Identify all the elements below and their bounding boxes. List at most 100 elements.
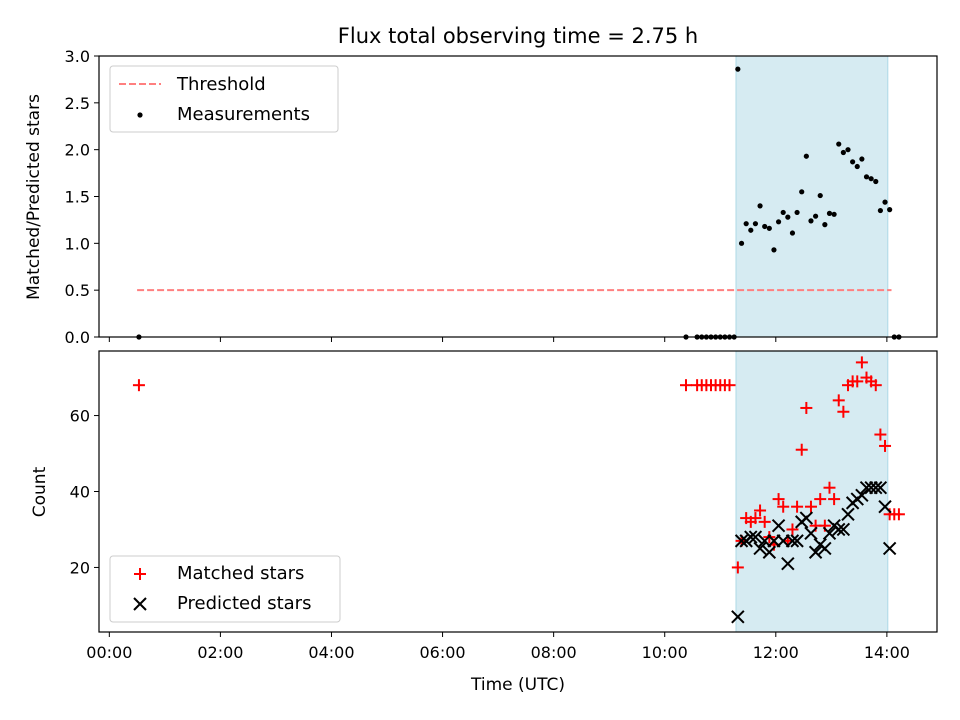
x-axis-label: Time (UTC) [470, 675, 565, 695]
measurement-point [738, 240, 745, 246]
measurement-point [812, 213, 819, 219]
predicted-star-stroke [808, 545, 823, 559]
predicted-star-stroke [822, 526, 837, 540]
predicted-star-point [818, 541, 832, 556]
count-y-axis-label: Count [30, 466, 50, 517]
matched-star-point [786, 523, 799, 536]
x-tick-label: 10:00 [642, 643, 688, 662]
predicted-star-stroke [762, 545, 777, 559]
matched-star-point [837, 405, 850, 418]
matched-star-point [777, 500, 790, 513]
measurement-point [743, 221, 749, 227]
predicted-star-stroke [753, 541, 767, 556]
predicted-star-point [734, 534, 749, 548]
legend-matched-label: Matched stars [177, 563, 304, 584]
predicted-star-stroke [869, 480, 883, 495]
measurement-point [762, 223, 768, 230]
predicted-star-stroke [804, 526, 818, 540]
predicted-star-point [781, 556, 795, 571]
predicted-star-stroke [832, 522, 846, 537]
matched-star-point [879, 439, 892, 452]
predicted-star-stroke [781, 556, 795, 571]
measurement-point [752, 221, 759, 227]
matched-star-point [772, 493, 785, 506]
ratio-panel: 0.0 0.5 1.0 1.5 2.0 2.5 3.0 Matched/Predicted … [24, 47, 938, 347]
measurement-point [859, 156, 865, 162]
matched-star-point [892, 508, 905, 521]
predicted-star-point [790, 534, 804, 548]
measurement-point [863, 174, 870, 180]
x-tick-label: 14:00 [864, 643, 910, 662]
matched-star-point [132, 379, 145, 392]
measurement-point [831, 211, 837, 217]
legend-threshold-label: Threshold [176, 74, 266, 95]
predicted-star-point [744, 530, 758, 544]
predicted-star-stroke [873, 480, 888, 495]
measurement-point [780, 209, 786, 216]
count-y-tick-label: 60 [70, 407, 90, 426]
measurement-point [822, 222, 828, 228]
count-y-tick-label: 40 [70, 483, 90, 502]
matched-star-point [749, 512, 762, 525]
count-legend-box [109, 555, 341, 623]
measurement-point [850, 159, 856, 165]
measurement-point [794, 209, 800, 216]
ratio-y-tick-label: 1.5 [65, 188, 90, 207]
x-tick-label: 12:00 [753, 643, 799, 662]
ratio-y-tick-label: 3.0 [65, 47, 90, 66]
predicted-star-point [748, 530, 763, 544]
predicted-star-stroke [748, 530, 763, 544]
measurement-point [748, 227, 754, 233]
matched-star-point [828, 493, 841, 506]
predicted-star-stroke [855, 488, 869, 503]
matched-star-point [731, 561, 744, 574]
predicted-star-stroke [799, 511, 814, 525]
chart-title: Flux total observing time = 2.75 h [338, 24, 698, 48]
ratio-y-tick-label: 2.5 [65, 94, 90, 113]
predicted-star-stroke [818, 541, 832, 556]
x-tick-label: 06:00 [420, 643, 466, 662]
ratio-y-tick-label: 1.0 [65, 234, 90, 253]
matched-star-point [791, 500, 804, 513]
predicted-star-point [873, 480, 888, 495]
ratio-y-tick-label: 0.5 [65, 281, 90, 300]
measurement-point [808, 218, 814, 224]
predicted-star-point [841, 507, 855, 521]
predicted-star-stroke [771, 518, 786, 533]
predicted-star-point [869, 480, 883, 495]
predicted-star-stroke [790, 534, 804, 548]
predicted-star-point [804, 526, 818, 540]
legend-predicted-swatch [133, 597, 147, 611]
measurement-point [836, 141, 842, 147]
predicted-star-stroke [836, 522, 851, 537]
matched-star-point [823, 481, 836, 494]
legend-measurement-label: Measurements [177, 104, 310, 125]
matched-star-point [723, 379, 736, 392]
matched-star-point [869, 379, 882, 392]
measurement-point [775, 219, 782, 225]
matched-star-point [800, 401, 813, 414]
predicted-star-stroke [731, 610, 745, 624]
ratio-y-tick-label: 0.0 [65, 328, 90, 347]
predicted-star-point [878, 499, 892, 514]
ratio-legend: Threshold Measurements [109, 65, 339, 133]
ratio-y-axis-label: Matched/Predicted stars [24, 94, 44, 300]
predicted-star-point [855, 488, 869, 503]
measurement-point [799, 189, 805, 195]
measurement-point [803, 153, 809, 159]
predicted-star-stroke [734, 534, 749, 548]
measurement-point [826, 210, 833, 216]
predicted-star-point [832, 522, 846, 537]
measurement-point [817, 192, 823, 199]
predicted-star-point [808, 545, 823, 559]
count-y-tick-label: 20 [70, 558, 90, 577]
predicted-star-stroke [882, 541, 897, 556]
measurement-point [757, 203, 763, 209]
matched-star-point [680, 379, 693, 392]
measurement-point [789, 230, 796, 236]
x-tick-label: 08:00 [531, 643, 577, 662]
matched-star-point [754, 504, 767, 517]
matched-star-point [851, 375, 864, 388]
measurement-point [771, 247, 777, 253]
